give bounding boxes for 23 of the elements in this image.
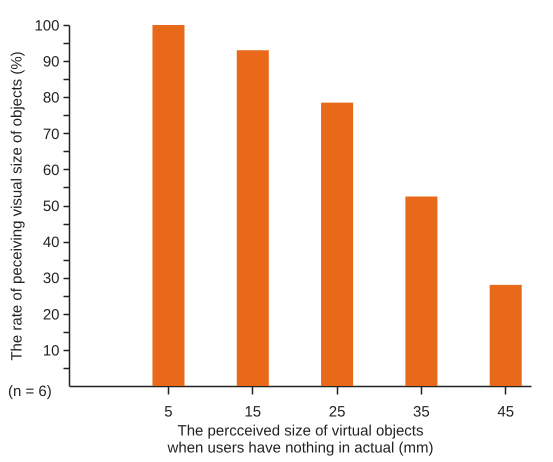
y-tick-label: 60 bbox=[42, 162, 60, 179]
y-tick-label: 10 bbox=[42, 342, 60, 360]
x-tick-label: 45 bbox=[497, 404, 514, 420]
y-tick-label: 30 bbox=[42, 270, 60, 288]
x-tick-label: 5 bbox=[164, 404, 173, 420]
text: (n = 6) bbox=[8, 383, 52, 400]
bar bbox=[236, 50, 269, 386]
y-tick-label: 40 bbox=[42, 234, 60, 252]
x-axis-title: The percceived size of virtual objects when users have nothing in actual (mm) bbox=[166, 422, 434, 456]
bar bbox=[321, 102, 354, 386]
y-tick-label: 50 bbox=[42, 198, 60, 215]
y-tick-label: 20 bbox=[42, 306, 60, 324]
x-tick-label: 25 bbox=[328, 404, 346, 420]
y-tick-label: 100 bbox=[34, 18, 60, 34]
bar bbox=[152, 25, 184, 386]
x-tick-label: 15 bbox=[244, 404, 262, 420]
y-tick-label: 70 bbox=[42, 126, 60, 143]
y-axis-title: The rate of peceiving visual size of objects (%) bbox=[8, 51, 26, 361]
bar bbox=[490, 284, 522, 386]
y-tick-label: 90 bbox=[42, 54, 60, 71]
x-tick-label: 35 bbox=[413, 404, 430, 420]
y-tick-label: 80 bbox=[42, 90, 60, 107]
bar bbox=[405, 196, 438, 386]
